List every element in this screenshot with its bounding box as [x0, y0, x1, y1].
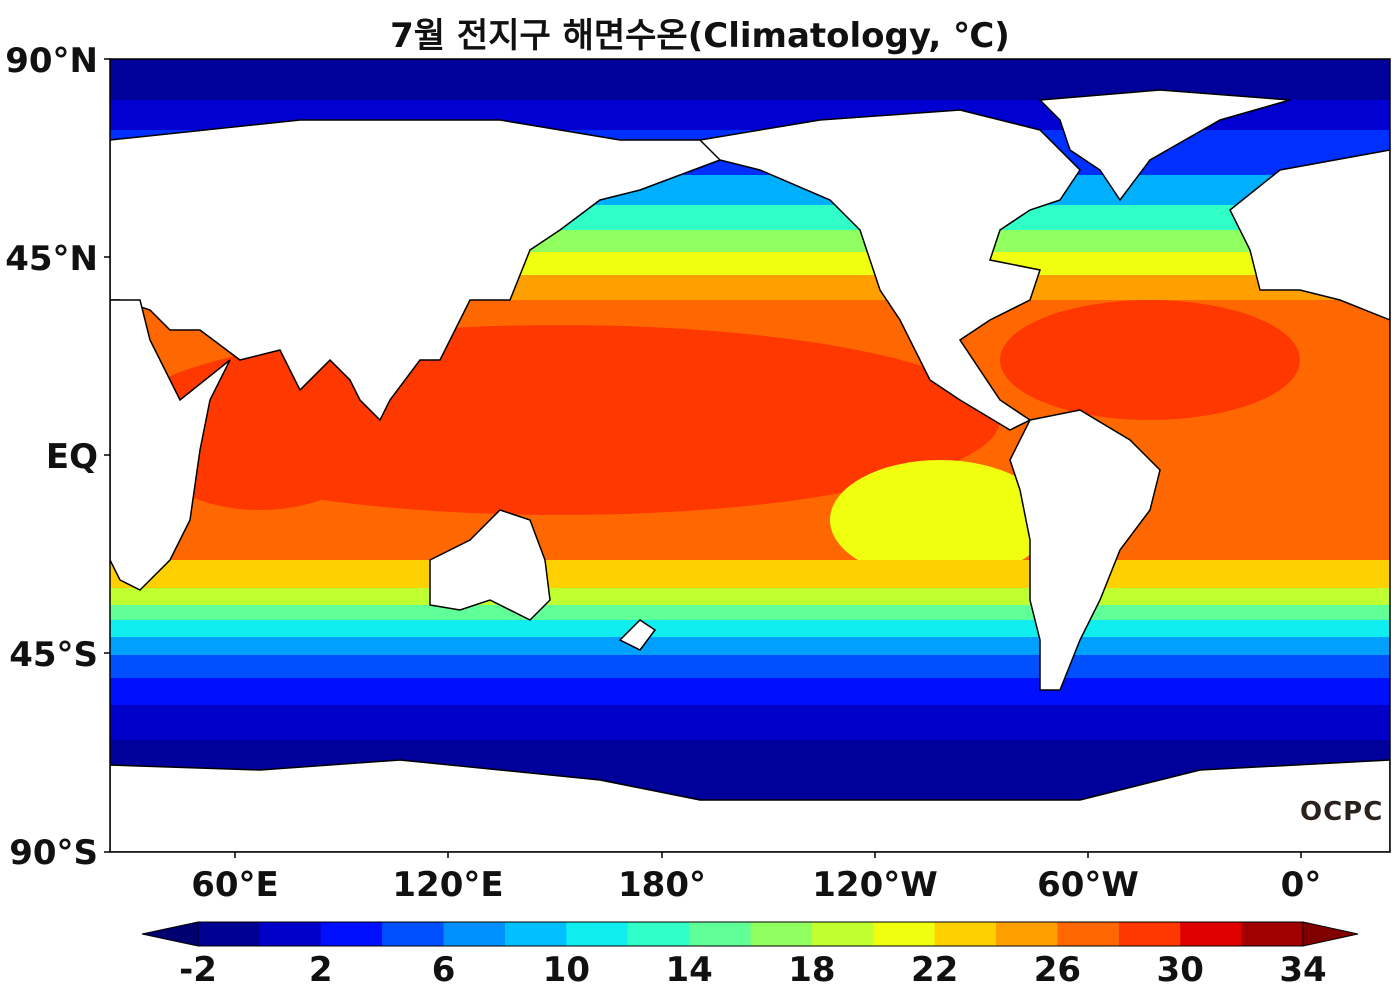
colorbar-swatch — [320, 922, 383, 946]
lon-tick-120w: 120°W — [812, 865, 938, 905]
lon-tick-180: 180° — [618, 865, 706, 905]
lat-tick-45s: 45°S — [9, 635, 98, 675]
colorbar-swatch — [627, 922, 690, 946]
colorbar-label: 26 — [1033, 950, 1082, 990]
colorbar-swatch — [1057, 922, 1120, 946]
colorbar-swatch — [1241, 922, 1304, 946]
colorbar-swatch — [873, 922, 936, 946]
colorbar-swatch — [198, 922, 260, 946]
colorbar-label: 18 — [788, 950, 836, 990]
lon-tick-120e: 120°E — [392, 865, 504, 905]
lat-tick-90n: 90°N — [5, 41, 98, 81]
lon-tick-60e: 60°E — [191, 865, 279, 905]
colorbar-swatch — [259, 922, 322, 946]
colorbar-min-arrow — [141, 921, 199, 947]
colorbar-label: 6 — [431, 950, 456, 990]
colorbar-label: 10 — [542, 950, 590, 990]
colorbar-swatch — [382, 922, 445, 946]
colorbar-frame — [197, 921, 1304, 947]
lat-tick-eq: EQ — [45, 437, 98, 477]
colorbar-label: -2 — [179, 950, 217, 990]
colorbar-swatch — [1180, 922, 1243, 946]
colorbar-swatch — [689, 922, 751, 946]
land — [110, 89, 1390, 852]
colorbar-swatch — [811, 922, 874, 946]
colorbar-label: 2 — [308, 950, 333, 990]
colorbar-swatch — [566, 922, 629, 946]
colorbar-swatch — [1118, 922, 1181, 946]
colorbar-swatch — [934, 922, 997, 946]
colorbar-label: 30 — [1156, 950, 1204, 990]
lat-tick-45n: 45°N — [5, 239, 98, 279]
colorbar-max-arrow — [1302, 921, 1359, 947]
colorbar-swatch — [443, 922, 506, 946]
colorbar-swatch — [504, 922, 567, 946]
colorbar-label: 22 — [910, 950, 959, 990]
map-title: 7월 전지구 해면수온(Climatology, ℃) — [390, 16, 1010, 56]
ocpc-logo: OCPC — [1300, 797, 1384, 827]
colorbar-swatch — [996, 922, 1058, 946]
colorbar-label: 14 — [665, 950, 713, 990]
lat-tick-90s: 90°S — [9, 833, 98, 873]
colorbar-label: 34 — [1279, 950, 1327, 990]
lon-tick-0: 0° — [1280, 865, 1322, 905]
colorbar-swatch — [750, 922, 813, 946]
lon-tick-60w: 60°W — [1037, 865, 1139, 905]
